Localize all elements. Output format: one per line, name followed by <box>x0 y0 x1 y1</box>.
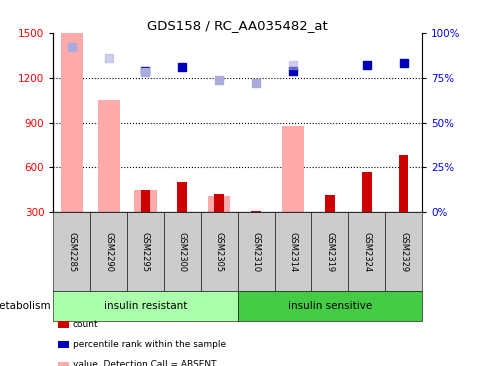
Text: GSM2305: GSM2305 <box>214 232 223 272</box>
Text: insulin resistant: insulin resistant <box>104 301 187 311</box>
Text: metabolism: metabolism <box>0 301 51 311</box>
Point <box>68 44 76 50</box>
Bar <box>97 100 120 212</box>
Bar <box>281 126 303 212</box>
Point <box>215 76 223 82</box>
Bar <box>140 190 150 212</box>
Text: GSM2329: GSM2329 <box>398 232 407 272</box>
Point <box>288 62 296 68</box>
Text: GSM2314: GSM2314 <box>288 232 297 272</box>
Text: percentile rank within the sample: percentile rank within the sample <box>73 340 226 349</box>
Bar <box>214 194 224 212</box>
Point <box>141 68 149 74</box>
Text: ▶: ▶ <box>56 301 63 311</box>
Point <box>178 64 186 70</box>
Bar <box>324 195 334 212</box>
Bar <box>361 172 371 212</box>
Bar <box>208 196 230 212</box>
Bar <box>398 156 408 212</box>
Bar <box>177 182 187 212</box>
Text: value, Detection Call = ABSENT: value, Detection Call = ABSENT <box>73 361 216 366</box>
Text: GSM2319: GSM2319 <box>325 232 333 272</box>
Bar <box>251 211 260 212</box>
Point <box>105 55 112 61</box>
Title: GDS158 / RC_AA035482_at: GDS158 / RC_AA035482_at <box>147 19 327 32</box>
Point <box>141 70 149 75</box>
Point <box>399 60 407 66</box>
Text: GSM2300: GSM2300 <box>178 232 186 272</box>
Text: GSM2290: GSM2290 <box>104 232 113 272</box>
Text: GSM2285: GSM2285 <box>67 232 76 272</box>
Text: insulin sensitive: insulin sensitive <box>287 301 371 311</box>
Bar <box>134 190 156 212</box>
Point <box>252 80 259 86</box>
Bar <box>60 33 83 212</box>
Point <box>288 68 296 74</box>
Point <box>362 62 370 68</box>
Text: GSM2295: GSM2295 <box>141 232 150 272</box>
Text: GSM2310: GSM2310 <box>251 232 260 272</box>
Text: count: count <box>73 320 98 329</box>
Text: GSM2324: GSM2324 <box>362 232 370 272</box>
